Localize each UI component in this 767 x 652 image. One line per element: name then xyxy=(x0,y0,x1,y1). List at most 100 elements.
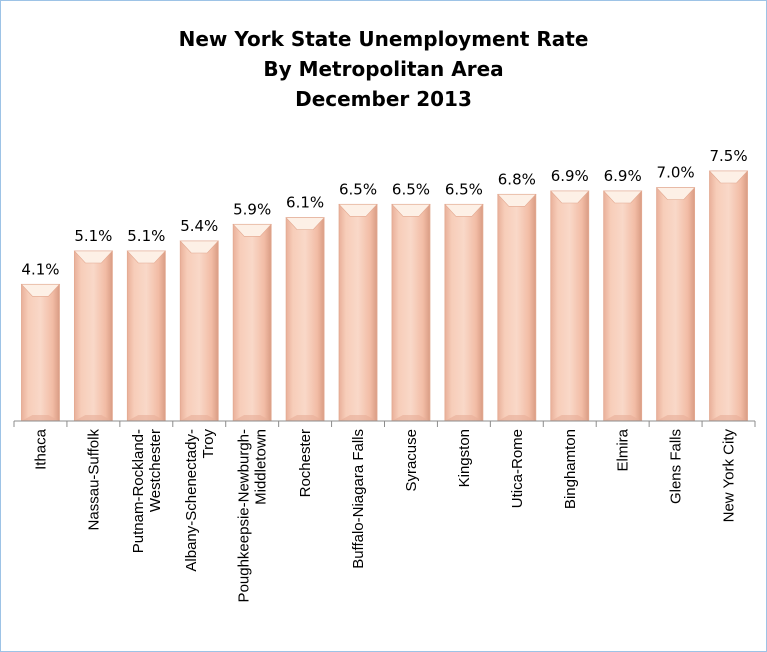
bar-body xyxy=(603,190,643,422)
x-tick-label: Rochester xyxy=(297,429,314,497)
data-label: 6.1% xyxy=(286,194,324,212)
bar-body xyxy=(497,193,537,422)
chart-title-line-2: By Metropolitan Area xyxy=(263,57,504,81)
bar-body xyxy=(550,190,590,422)
bar-top-bevel xyxy=(73,250,114,264)
x-tick-label-line: Nassau-Suffolk xyxy=(85,429,102,531)
bar-bottom-bevel xyxy=(127,415,166,421)
data-labels: 4.1% 5.1% 5.1% 5.4% 5.9% 6.1% 6.5% 6.5% 6.5% 6.8%… xyxy=(21,147,747,278)
x-tick-label-line: Troy xyxy=(200,429,217,459)
bar-body xyxy=(391,203,431,422)
x-tick-label-line: Poughkeepsie-Newburgh- xyxy=(236,429,253,602)
x-tick-labels: Ithaca Nassau-Suffolk Putnam-Rockland- West… xyxy=(32,428,737,602)
data-label: 4.1% xyxy=(21,260,59,278)
bar xyxy=(179,240,219,422)
bar-body xyxy=(709,170,748,422)
bar-top-bevel xyxy=(285,217,325,230)
chart-title-line-3: December 2013 xyxy=(295,87,472,111)
bar-body xyxy=(444,203,484,422)
data-label: 5.9% xyxy=(233,200,271,218)
bar-bottom-bevel xyxy=(550,415,589,421)
x-tick-label: Binghamton xyxy=(562,429,579,509)
bar xyxy=(497,193,537,422)
data-label: 6.9% xyxy=(551,167,589,185)
bar-body xyxy=(285,217,325,422)
bar-body xyxy=(179,240,219,422)
x-tick-label-line: Buffalo-Niagara Falls xyxy=(350,429,367,569)
data-label: 7.5% xyxy=(709,147,747,165)
bar-top-bevel xyxy=(232,224,272,237)
bar-body xyxy=(338,203,378,422)
x-tick-label-line: Ithaca xyxy=(32,428,49,470)
bar xyxy=(73,250,114,422)
bar-top-bevel xyxy=(126,250,167,264)
x-tick-label: Glens Falls xyxy=(668,429,685,504)
x-tick-label-line: Putnam-Rockland- xyxy=(130,429,147,553)
x-tick-label: New York City xyxy=(721,429,738,523)
x-tick-label-line: Glens Falls xyxy=(668,429,685,504)
x-tick-label-line: Binghamton xyxy=(562,429,579,509)
bar-bottom-bevel xyxy=(74,415,113,421)
bar xyxy=(708,170,749,422)
bar-top-bevel xyxy=(338,204,378,217)
bar xyxy=(391,203,431,422)
bar-top-bevel xyxy=(444,204,484,217)
data-label: 6.9% xyxy=(604,167,642,185)
bar xyxy=(444,203,484,422)
data-label: 6.5% xyxy=(392,180,430,198)
chart-title-line-1: New York State Unemployment Rate xyxy=(178,27,589,51)
bar-top-bevel xyxy=(179,240,219,254)
x-tick-label: Ithaca xyxy=(32,428,49,470)
bar xyxy=(602,190,643,422)
data-label: 5.1% xyxy=(127,227,165,245)
x-tick-label: Syracuse xyxy=(403,429,420,492)
x-axis xyxy=(13,420,756,427)
bar-bottom-bevel xyxy=(233,415,272,421)
bar-top-bevel xyxy=(708,170,749,184)
data-label: 6.5% xyxy=(339,180,377,198)
bar xyxy=(126,250,167,422)
data-label: 6.8% xyxy=(498,170,536,188)
bar xyxy=(20,283,61,422)
bar-bottom-bevel xyxy=(656,415,695,421)
bar-bottom-bevel xyxy=(603,415,642,421)
bar-body xyxy=(232,223,272,422)
x-tick-label-line: Syracuse xyxy=(403,429,420,492)
x-tick-label-line: Utica-Rome xyxy=(509,429,526,508)
x-tick-label-line: Albany-Schenectady- xyxy=(183,429,200,572)
bar xyxy=(285,217,325,422)
bar-bottom-bevel xyxy=(339,415,378,421)
x-tick-label-line: Kingston xyxy=(456,429,473,487)
bar xyxy=(338,203,378,422)
bar-bottom-bevel xyxy=(180,415,219,421)
x-tick-label: Buffalo-Niagara Falls xyxy=(350,429,367,569)
data-label: 5.1% xyxy=(74,227,112,245)
data-label: 6.5% xyxy=(445,180,483,198)
bar-body xyxy=(21,283,60,422)
bar-top-bevel xyxy=(655,187,696,200)
data-label: 5.4% xyxy=(180,217,218,235)
bar-bottom-bevel xyxy=(444,415,483,421)
bar-bottom-bevel xyxy=(391,415,430,421)
bar-top-bevel xyxy=(497,194,537,207)
x-tick-label: Nassau-Suffolk xyxy=(85,429,102,531)
bar-body xyxy=(73,250,113,422)
bar xyxy=(232,223,272,422)
bar-bottom-bevel xyxy=(497,415,536,421)
bar-top-bevel xyxy=(602,190,643,204)
x-tick-label: Albany-Schenectady- Troy xyxy=(183,429,217,572)
bar-top-bevel xyxy=(20,284,61,297)
x-tick-label: Poughkeepsie-Newburgh- Middletown xyxy=(236,429,270,602)
bar-top-bevel xyxy=(550,190,590,204)
data-label: 7.0% xyxy=(657,164,695,182)
bar-bottom-bevel xyxy=(709,415,748,421)
x-tick-label-line: Middletown xyxy=(253,429,270,505)
x-tick-label-line: Elmira xyxy=(615,428,632,471)
bar xyxy=(655,187,696,422)
x-tick-label: Kingston xyxy=(456,429,473,487)
bar-top-bevel xyxy=(391,204,431,217)
bars-layer xyxy=(20,170,749,422)
x-tick-label-line: Rochester xyxy=(297,429,314,497)
bar-bottom-bevel xyxy=(286,415,325,421)
